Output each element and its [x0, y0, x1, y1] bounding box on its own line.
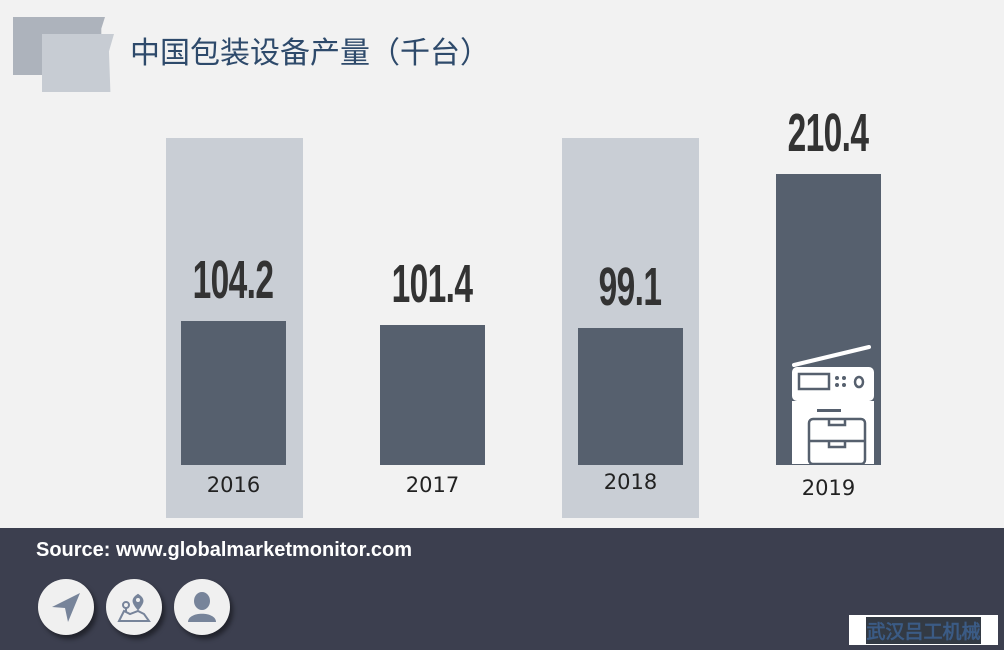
footer — [0, 528, 1004, 650]
user-icon — [188, 592, 216, 622]
navigation-icon — [52, 593, 80, 622]
map-button[interactable] — [106, 579, 162, 635]
bar-2019 — [776, 174, 881, 465]
category-label-2018: 2018 — [603, 470, 658, 494]
bar-2016 — [181, 321, 286, 465]
title-decoration-front — [42, 34, 114, 92]
bar-2018 — [578, 328, 683, 465]
copier-icon — [792, 345, 874, 464]
value-label-2018: 99.1 — [598, 257, 662, 317]
value-label-2019: 210.4 — [787, 103, 869, 163]
source-text: Source: www.globalmarketmonitor.com — [36, 539, 412, 561]
category-label-2019: 2019 — [801, 476, 856, 500]
watermark: 武汉吕工机械 — [849, 615, 998, 645]
user-button[interactable] — [174, 579, 230, 635]
category-label-2016: 2016 — [206, 473, 261, 497]
category-label-2017: 2017 — [405, 473, 460, 497]
value-label-2016: 104.2 — [192, 250, 274, 310]
map-pin-icon — [117, 593, 151, 622]
chart-title: 中国包装设备产量（千台） — [130, 36, 490, 71]
bar-2017 — [380, 325, 485, 465]
value-label-2017: 101.4 — [391, 254, 473, 314]
navigation-button[interactable] — [38, 579, 94, 635]
